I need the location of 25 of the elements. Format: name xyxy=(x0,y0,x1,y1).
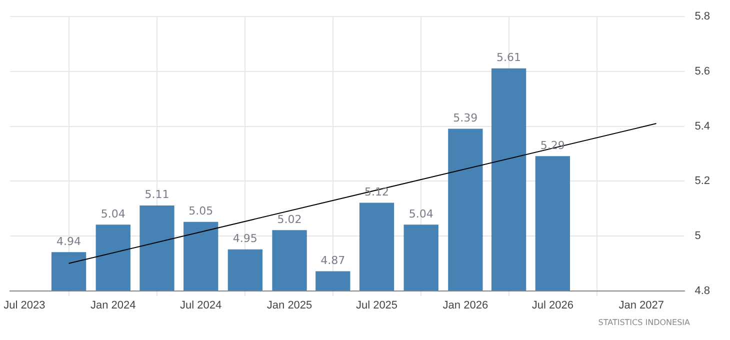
x-tick-label: Jul 2024 xyxy=(180,299,222,312)
y-tick-label: 5.8 xyxy=(694,10,710,23)
x-tick-label: Jan 2027 xyxy=(618,299,664,312)
data-label: 5.02 xyxy=(277,212,302,226)
data-label: 4.94 xyxy=(56,234,82,248)
y-tick-label: 5.2 xyxy=(694,175,710,188)
y-tick-label: 4.8 xyxy=(694,284,710,297)
y-tick-label: 5.6 xyxy=(694,65,710,78)
data-label: 5.39 xyxy=(453,111,478,124)
data-label: 5.11 xyxy=(144,188,170,202)
data-label: 4.95 xyxy=(232,232,258,246)
data-label: 5.04 xyxy=(408,207,434,220)
y-tick-label: 5 xyxy=(694,230,701,242)
text: STATISTICS INDONESIA xyxy=(597,318,690,327)
x-tick-label: Jan 2024 xyxy=(90,299,136,312)
data-label: 5.04 xyxy=(100,207,126,220)
x-tick-label: Jul 2026 xyxy=(532,299,574,312)
x-tick-label: Jan 2026 xyxy=(442,299,488,312)
data-label: 5.61 xyxy=(496,51,522,64)
x-tick-label: Jul 2023 xyxy=(4,299,46,312)
x-tick-label: Jan 2025 xyxy=(266,299,312,312)
x-tick-label: Jul 2025 xyxy=(356,299,398,312)
y-tick-label: 5.4 xyxy=(694,120,710,132)
data-label: 4.87 xyxy=(320,254,346,267)
data-label: 5.05 xyxy=(188,204,214,218)
